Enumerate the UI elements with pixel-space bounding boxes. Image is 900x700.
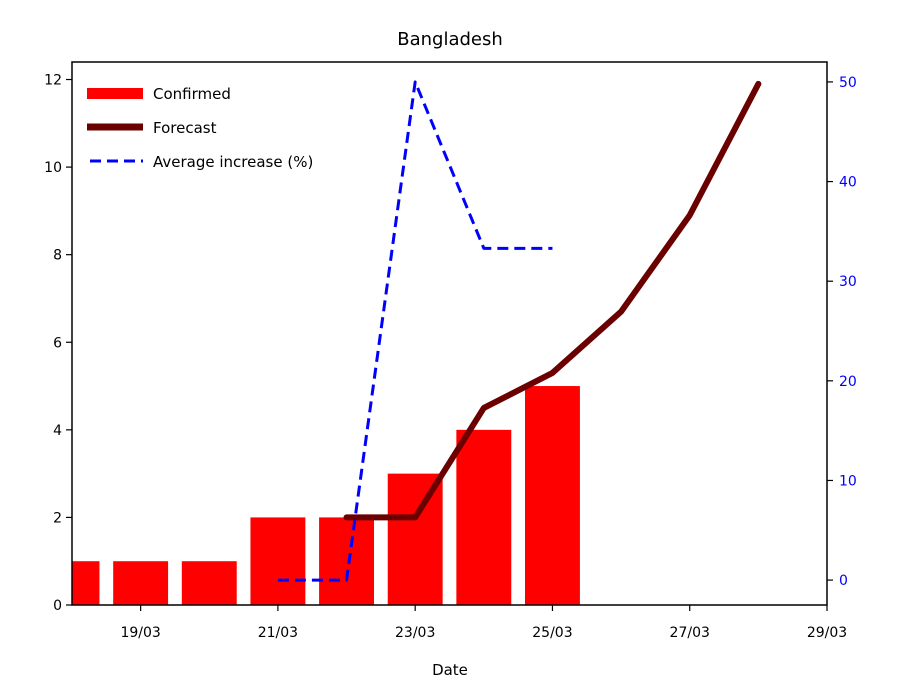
x-axis-label: Date [432, 661, 468, 679]
y-tick-label: 6 [53, 335, 62, 351]
x-tick-label: 19/03 [120, 625, 160, 641]
legend: Confirmed Forecast Average increase (%) [87, 85, 313, 171]
axes-layer: 0 2 4 6 8 10 12 0 10 20 30 40 50 19/03 21/03 23/03 25/03… [44, 61, 857, 641]
bars-layer [72, 386, 580, 605]
y-right-tick-label: 30 [839, 274, 857, 290]
bar-confirmed [181, 561, 237, 605]
y-tick-label: 8 [53, 248, 62, 264]
y-right-tick-label: 50 [839, 75, 857, 91]
chart-title: Bangladesh [397, 29, 503, 50]
x-tick-label: 25/03 [532, 625, 572, 641]
bar-confirmed [525, 386, 580, 605]
line-average-increase [277, 80, 553, 582]
legend-label-forecast: Forecast [153, 119, 217, 137]
x-tick-label: 29/03 [807, 625, 847, 641]
legend-swatch-confirmed [87, 88, 143, 99]
bar-confirmed [72, 561, 100, 605]
lines-layer [277, 80, 762, 582]
legend-label-confirmed: Confirmed [153, 85, 231, 103]
y-right-tick-label: 0 [839, 573, 848, 589]
y-tick-label: 10 [44, 160, 62, 176]
bar-confirmed [319, 517, 374, 605]
bar-confirmed [387, 473, 443, 605]
line-forecast [343, 80, 762, 521]
y-right-tick-label: 40 [839, 175, 857, 191]
y-tick-label: 0 [53, 598, 62, 614]
x-tick-label: 21/03 [258, 625, 298, 641]
bar-confirmed [456, 429, 512, 605]
y-tick-label: 4 [53, 423, 62, 439]
y-tick-label: 12 [44, 73, 62, 89]
y-right-tick-label: 20 [839, 374, 857, 390]
y-tick-label: 2 [53, 510, 62, 526]
legend-label-average-increase: Average increase (%) [153, 153, 313, 171]
y-right-tick-label: 10 [839, 473, 857, 489]
plot-frame [71, 61, 828, 606]
bar-confirmed [250, 517, 306, 605]
x-tick-label: 27/03 [670, 625, 710, 641]
x-tick-label: 23/03 [395, 625, 435, 641]
bar-confirmed [113, 561, 169, 605]
